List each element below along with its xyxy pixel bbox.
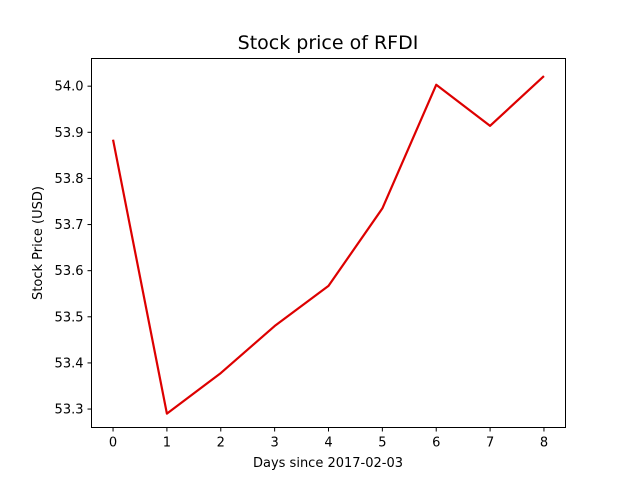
x-axis-label: Days since 2017-02-03: [253, 456, 403, 471]
x-tick-label: 8: [540, 436, 548, 451]
plot-area: [91, 58, 566, 428]
y-tick-label: 53.9: [55, 126, 84, 141]
x-tick-label: 1: [163, 436, 171, 451]
x-tick-label: 7: [486, 436, 494, 451]
x-axis: 0 1 2 3 4 5 6 7 8: [109, 427, 548, 451]
y-axis-label: Stock Price (USD): [31, 186, 46, 300]
series-line: [111, 75, 545, 415]
series-layer: [111, 75, 545, 415]
y-axis: 53.3 53.4 53.5 53.6 53.7 53.8 53.9 54.0: [55, 80, 92, 418]
y-tick-label: 53.4: [55, 356, 84, 371]
x-tick-label: 3: [270, 436, 278, 451]
y-tick-label: 53.5: [55, 310, 84, 325]
y-tick-label: 53.8: [55, 172, 84, 187]
y-tick-label: 53.3: [55, 403, 84, 418]
x-tick-label: 6: [432, 436, 440, 451]
x-tick-label: 2: [217, 436, 225, 451]
y-tick-label: 53.7: [55, 218, 84, 233]
x-tick-label: 5: [378, 436, 386, 451]
x-tick-label: 4: [324, 436, 332, 451]
y-tick-label: 54.0: [55, 80, 84, 95]
x-tick-label: 0: [109, 436, 117, 451]
chart-title: Stock price of RFDI: [238, 32, 419, 54]
y-tick-label: 53.6: [55, 264, 84, 279]
